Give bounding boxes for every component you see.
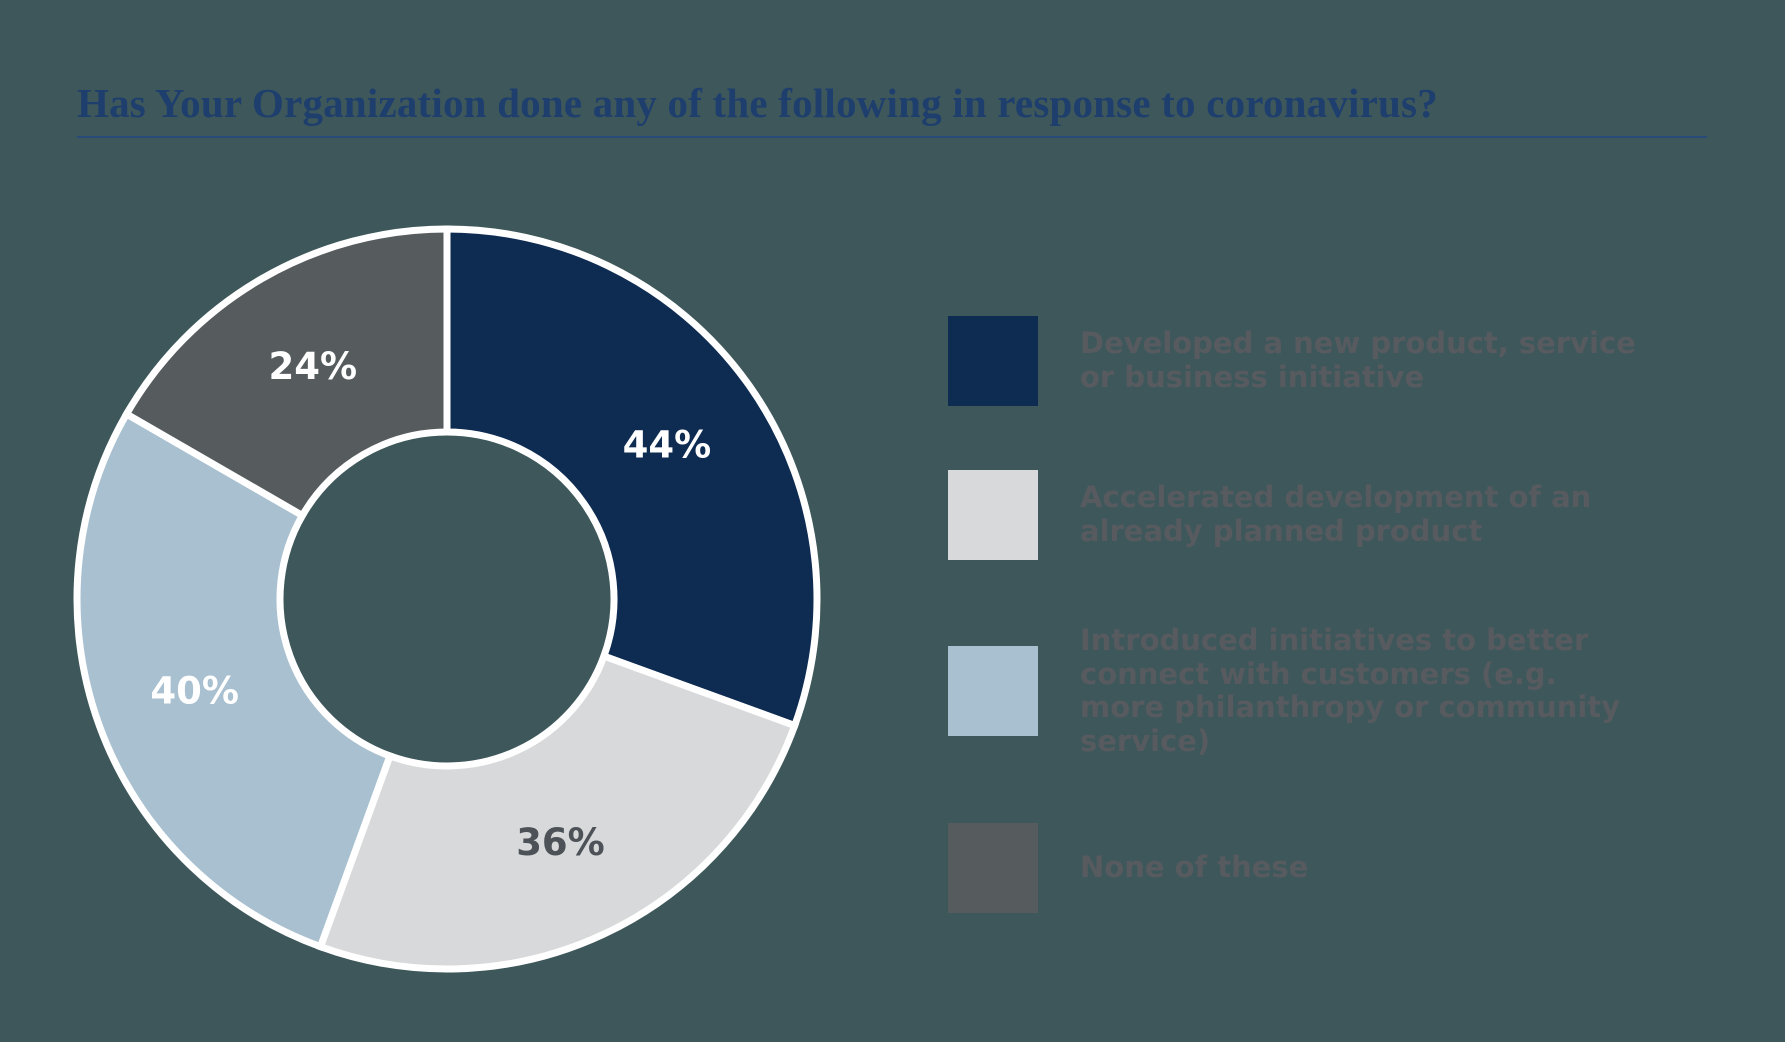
legend-swatch <box>948 316 1038 406</box>
legend-item: None of these <box>948 822 1640 913</box>
legend-item: Introduced initiatives to better connect… <box>948 623 1640 759</box>
slice-value-label: 40% <box>150 669 239 712</box>
legend-label: Accelerated development of an already pl… <box>1080 480 1592 548</box>
pie-slice-3 <box>121 225 451 521</box>
legend-label: Introduced initiatives to better connect… <box>1080 623 1621 758</box>
pie-slice-0 <box>443 225 821 731</box>
slice-value-label: 36% <box>516 821 605 864</box>
legend-label: None of these <box>1080 849 1309 884</box>
legend-swatch <box>948 470 1038 560</box>
legend-swatch <box>948 822 1038 913</box>
pie-slice-1 <box>315 651 800 973</box>
donut-chart: 44% 36% 40% 24% <box>73 225 821 973</box>
pie-slice-2 <box>73 409 395 952</box>
legend-item: Accelerated development of an already pl… <box>948 470 1640 560</box>
page-title: Has Your Organization done any of the fo… <box>77 80 1438 127</box>
legend-label: Developed a new product, service or busi… <box>1080 326 1636 394</box>
slice-value-label: 44% <box>623 423 712 466</box>
legend-swatch <box>948 646 1038 737</box>
chart-legend: Developed a new product, service or busi… <box>948 316 1640 913</box>
title-underline <box>77 136 1707 138</box>
slice-value-label: 24% <box>268 345 357 388</box>
legend-item: Developed a new product, service or busi… <box>948 316 1640 406</box>
donut-chart-container: 44% 36% 40% 24% <box>66 218 828 980</box>
